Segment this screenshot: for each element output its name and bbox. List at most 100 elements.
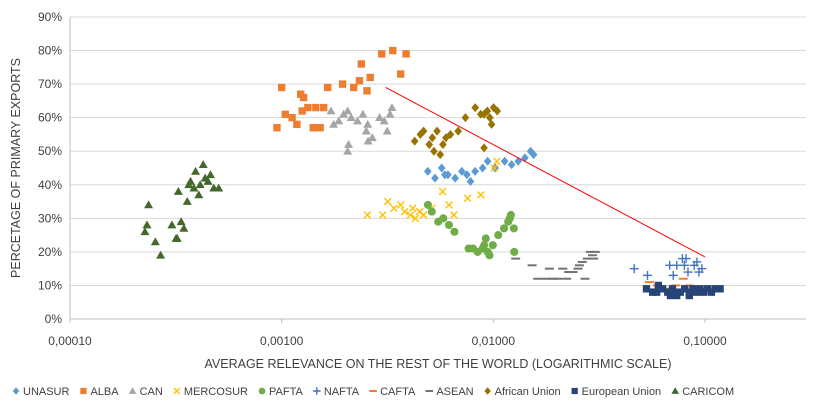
data-point (320, 103, 328, 112)
data-point (277, 83, 286, 92)
legend-item: NAFTA (313, 386, 360, 398)
y-tick-label: 40% (38, 178, 62, 192)
data-point (450, 227, 459, 236)
data-point (454, 126, 462, 136)
data-point (387, 103, 397, 111)
data-point (203, 176, 213, 185)
data-point (144, 200, 154, 209)
data-point (428, 133, 437, 143)
data-point (676, 288, 684, 296)
data-point (494, 231, 503, 240)
legend-label: MERCOSUR (184, 386, 248, 398)
data-point (334, 116, 344, 125)
data-point (507, 160, 516, 170)
data-point (343, 146, 353, 155)
data-point (304, 103, 312, 112)
legend-label: European Union (582, 386, 662, 398)
data-point (312, 103, 320, 112)
data-point (685, 291, 693, 300)
data-point (458, 166, 466, 176)
y-tick-label: 0% (45, 312, 63, 326)
legend-item: PAFTA (258, 386, 303, 398)
data-point (357, 60, 366, 68)
y-tick-label: 50% (38, 144, 62, 158)
series-caricom (140, 160, 224, 259)
data-point (299, 93, 308, 102)
data-point (658, 285, 667, 293)
legend-label: PAFTA (269, 386, 303, 398)
data-point (692, 257, 702, 267)
data-point (648, 288, 657, 296)
data-point (358, 109, 368, 118)
data-point (343, 106, 353, 115)
data-point (406, 211, 415, 219)
data-point (352, 116, 362, 125)
data-point (499, 224, 509, 233)
legend-marker (671, 387, 679, 394)
series-unasur (423, 146, 538, 186)
legend-marker (128, 387, 137, 394)
data-point (191, 166, 201, 175)
data-point (514, 156, 522, 166)
data-point (696, 285, 704, 293)
x-tick-labels: 0,00010 0,00100 0,01000 0,10000 (48, 319, 727, 348)
series-european-union (642, 281, 724, 300)
data-point (436, 150, 445, 160)
data-point (707, 288, 716, 296)
legend-item: CAN (128, 386, 163, 398)
data-point (425, 140, 434, 150)
legend-item: European Union (571, 386, 662, 398)
data-point (672, 260, 682, 270)
data-point (338, 80, 347, 88)
data-point (679, 260, 689, 270)
data-point (411, 214, 420, 223)
data-point (396, 70, 405, 78)
legend: UNASUR ALBA CAN MERCOSUR PAFTA NAFTA CAFTA ASEA… (12, 386, 734, 398)
legend-item: ALBA (80, 386, 119, 398)
data-point (463, 170, 471, 180)
data-point (716, 285, 724, 293)
data-point (176, 217, 186, 226)
data-point (205, 170, 215, 179)
data-point (293, 120, 301, 129)
axes (69, 17, 806, 320)
series-can (326, 103, 397, 155)
data-point (487, 119, 496, 129)
data-point (309, 124, 317, 132)
data-point (378, 211, 387, 219)
data-point (629, 264, 639, 274)
data-point (437, 163, 446, 173)
y-tick-label: 20% (38, 245, 62, 259)
x-tick-label: 0,01000 (472, 334, 516, 348)
data-point (344, 140, 354, 148)
data-point (466, 176, 475, 186)
data-point (326, 106, 336, 115)
legend-item: CAFTA (369, 386, 416, 398)
data-point (375, 113, 385, 122)
data-point (194, 190, 204, 199)
legend-label: ASEAN (436, 386, 473, 398)
data-point (363, 211, 372, 219)
data-point (273, 124, 281, 132)
data-point (423, 200, 433, 209)
legend-item: UNASUR (12, 386, 70, 398)
data-point (476, 190, 485, 199)
data-point (488, 241, 497, 250)
data-point (350, 83, 358, 92)
data-point (367, 133, 377, 142)
data-point (316, 124, 324, 132)
series-nafta (629, 254, 707, 280)
legend-item: African Union (484, 386, 561, 398)
data-point (697, 264, 707, 274)
data-point (419, 211, 428, 219)
legend-marker (80, 387, 87, 395)
legend-item: CARICOM (671, 386, 734, 398)
data-point (431, 173, 439, 183)
data-point (483, 156, 492, 166)
y-tick-label: 80% (38, 44, 62, 58)
data-point (427, 207, 436, 216)
data-point (439, 140, 447, 150)
trendline-group (385, 87, 706, 258)
legend-marker (484, 387, 491, 395)
